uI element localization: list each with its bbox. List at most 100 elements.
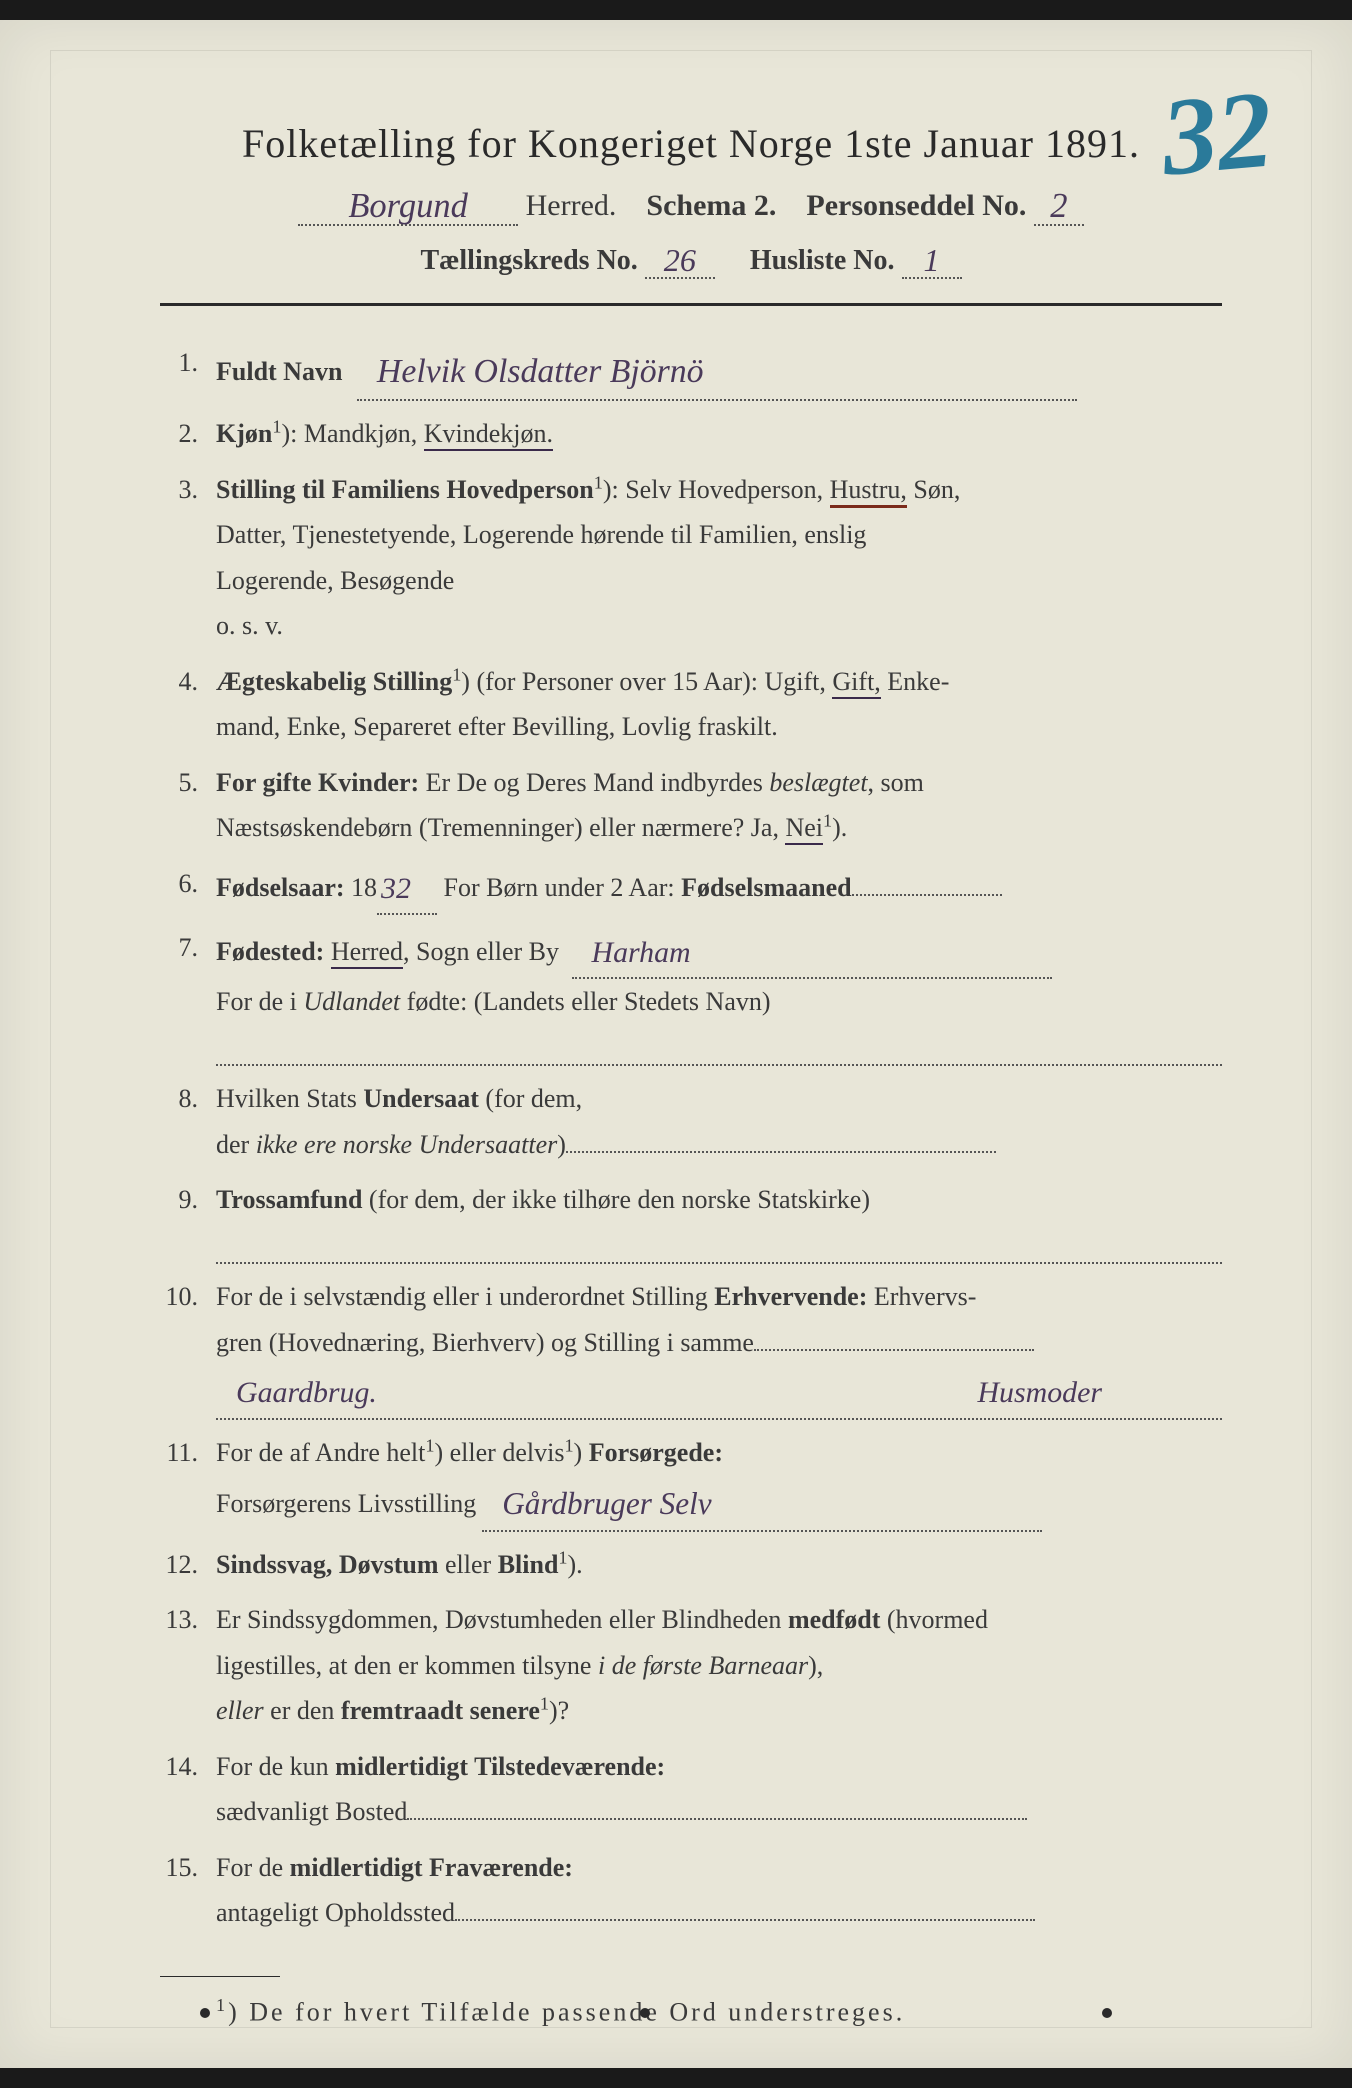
fravaerende-label: midlertidigt Fraværende: [290,1853,573,1882]
undersaat-label: Undersaat [363,1084,479,1113]
form-items: 1. Fuldt Navn Helvik Olsdatter Björnö 2.… [160,340,1222,1936]
blank-line [216,1223,1222,1265]
erhverv-value1: Gaardbrug. [216,1367,977,1419]
forsorg-text2: ) eller delvis [434,1438,564,1467]
fodselsmaaned-label: Fødselsmaaned [681,873,851,902]
sup: 1 [558,1547,567,1567]
item-12: 12. Sindssvag, Døvstum eller Blind1). [160,1542,1222,1588]
tilstede-line2: sædvanligt Bosted [216,1797,407,1826]
stilling-label: Stilling til Familiens Hovedperson [216,475,594,504]
item-5: 5. For gifte Kvinder: Er De og Deres Man… [160,760,1222,851]
sup: 1 [452,664,461,684]
item-num: 13. [160,1597,216,1734]
udlandet: Udlandet [303,987,400,1016]
item-body: Stilling til Familiens Hovedperson1): Se… [216,467,1222,649]
fodested-label: Fødested: [216,937,324,966]
forsorg-text1: For de af Andre helt [216,1438,425,1467]
fuldt-navn-label: Fuldt Navn [216,357,342,386]
item-14: 14. For de kun midlertidigt Tilstedevære… [160,1744,1222,1835]
erhverv-text1: For de i selvstændig eller i underordnet… [216,1282,714,1311]
item-body: Ægteskabelig Stilling1) (for Personer ov… [216,659,1222,750]
opt-herred: Herred [331,937,403,969]
fravaer-text1: For de [216,1853,290,1882]
item-num: 10. [160,1274,216,1419]
stilling-line3: Logerende, Besøgende [216,566,454,595]
sindssvag-label: Sindssvag, Døvstum [216,1550,439,1579]
census-form-page: 32 Folketælling for Kongeriget Norge 1st… [0,20,1352,2068]
footnote: 1) De for hvert Tilfælde passende Ord un… [160,1995,1222,2028]
sup: 1 [540,1694,549,1714]
gifte-text2: , som [868,768,924,797]
pin-dot [1102,2008,1112,2018]
udlandet-a: For de i [216,987,303,1016]
item-body: Er Sindssygdommen, Døvstumheden eller Bl… [216,1597,1222,1734]
taellingskreds-value: 26 [664,242,696,278]
undersaat-text2: (for dem, [479,1084,582,1113]
fodested-text: , Sogn eller By [403,937,559,966]
gifte-line2: Næstsøskendebørn (Tremenninger) eller næ… [216,813,785,842]
undersaat-italic: ikke ere norske Undersaatter [256,1130,558,1159]
item-num: 4. [160,659,216,750]
erhverv-text2: Erhvervs- [867,1282,976,1311]
item-body: For gifte Kvinder: Er De og Deres Mand i… [216,760,1222,851]
item-9: 9. Trossamfund (for dem, der ikke tilhør… [160,1177,1222,1264]
herred-label: Herred. [526,189,617,222]
personseddel-value: 2 [1050,187,1067,225]
item-10: 10. For de i selvstændig eller i underor… [160,1274,1222,1419]
undersaat-line2a: der [216,1130,256,1159]
item-body: For de i selvstændig eller i underordnet… [216,1274,1222,1419]
forsorg-value: Gårdbruger Selv [482,1486,711,1521]
item-body: Fødested: Herred, Sogn eller By Harham F… [216,925,1222,1066]
stilling-text: ): Selv Hovedperson, [603,475,830,504]
sinds-line3b: er den [264,1696,341,1725]
item-num: 6. [160,861,216,915]
husliste-value: 1 [923,242,939,278]
erhverv-value2: Husmoder [977,1367,1222,1419]
sinds-text2: (hvormed [880,1605,988,1634]
item-num: 8. [160,1076,216,1167]
gifte-text3: ). [832,813,847,842]
footnote-text: ) De for hvert Tilfælde passende Ord und… [228,1998,905,2027]
husliste-label: Husliste No. [750,245,895,276]
item-body: Sindssvag, Døvstum eller Blind1). [216,1542,1222,1588]
sup: 1 [564,1435,573,1455]
blind-label: Blind [498,1550,559,1579]
herred-value: Borgund [348,187,467,225]
stilling-line4: o. s. v. [216,611,283,640]
item-num: 2. [160,411,216,457]
item-11: 11. For de af Andre helt1) eller delvis1… [160,1430,1222,1532]
medfodt-label: medfødt [788,1605,880,1634]
item-13: 13. Er Sindssygdommen, Døvstumheden elle… [160,1597,1222,1734]
form-header: Folketælling for Kongeriget Norge 1ste J… [160,120,1222,279]
item-num: 3. [160,467,216,649]
header-line-3: Tællingskreds No. 26 Husliste No. 1 [160,240,1222,279]
fuldt-navn-value: Helvik Olsdatter Björnö [357,353,704,390]
opt-hustru: Hustru, [830,475,907,508]
header-rule [160,303,1222,306]
forsorg-text3: ) [574,1438,589,1467]
fravaer-line2: antageligt Opholdssted [216,1898,455,1927]
item-3: 3. Stilling til Familiens Hovedperson1):… [160,467,1222,649]
kjon-text: ): Mandkjøn, [281,419,423,448]
item-6: 6. Fødselsaar: 1832 For Børn under 2 Aar… [160,861,1222,915]
udlandet-b: fødte: (Landets eller Stedets Navn) [400,987,770,1016]
aegteskab-text2: Enke- [881,667,950,696]
erhvervende-label: Erhvervende: [714,1282,867,1311]
item-num: 11. [160,1430,216,1532]
trossamfund-text: (for dem, der ikke tilhøre den norske St… [362,1185,870,1214]
sup: 1 [823,810,832,830]
blank-line [216,1025,1222,1067]
trossamfund-label: Trossamfund [216,1185,362,1214]
item-15: 15. For de midlertidigt Fraværende: anta… [160,1845,1222,1936]
sinds-text3: )? [549,1696,569,1725]
fodested-value: Harham [572,936,691,969]
item-4: 4. Ægteskabelig Stilling1) (for Personer… [160,659,1222,750]
item-body: For de kun midlertidigt Tilstedeværende:… [216,1744,1222,1835]
item-num: 14. [160,1744,216,1835]
opt-nei: Nei [785,813,823,845]
stilling-text2: Søn, [907,475,960,504]
item-num: 7. [160,925,216,1066]
item-2: 2. Kjøn1): Mandkjøn, Kvindekjøn. [160,411,1222,457]
sinds-line2a: ligestilles, at den er kommen tilsyne [216,1651,598,1680]
aegteskab-line2: mand, Enke, Separeret efter Bevilling, L… [216,712,778,741]
